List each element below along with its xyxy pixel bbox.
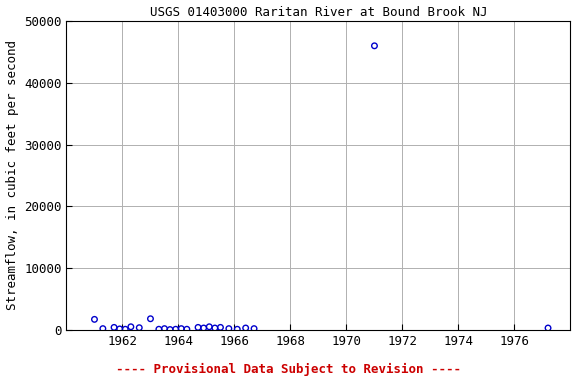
Point [543,325,552,331]
Y-axis label: Streamflow, in cubic feet per second: Streamflow, in cubic feet per second [6,40,18,311]
Point [115,326,124,332]
Point [98,326,108,332]
Point [249,326,259,332]
Point [160,326,169,332]
Text: ---- Provisional Data Subject to Revision ----: ---- Provisional Data Subject to Revisio… [116,363,460,376]
Point [233,326,242,332]
Point [165,326,175,333]
Point [216,324,225,331]
Point [199,325,209,331]
Point [182,326,191,332]
Point [194,324,203,331]
Point [171,326,180,332]
Point [135,324,144,331]
Point [177,326,186,332]
Point [204,324,214,330]
Point [241,325,250,331]
Point [370,43,379,49]
Point [224,326,233,332]
Point [109,324,119,331]
Point [90,316,99,323]
Point [126,324,135,330]
Point [146,316,155,322]
Point [210,325,219,331]
Point [120,326,130,332]
Point [154,326,164,332]
Title: USGS 01403000 Raritan River at Bound Brook NJ: USGS 01403000 Raritan River at Bound Bro… [150,5,487,18]
